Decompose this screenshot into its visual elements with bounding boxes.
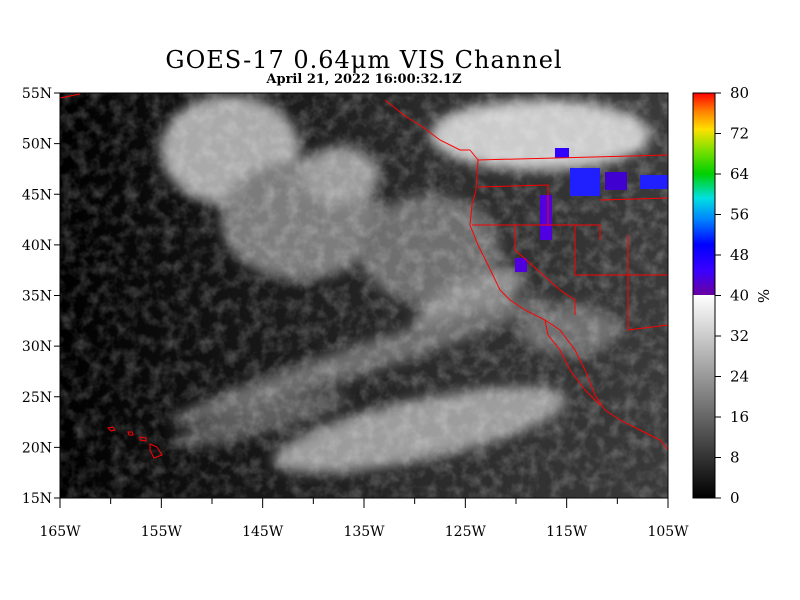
lon-tick-label: 135W xyxy=(343,524,385,540)
lat-tick-label: 35N xyxy=(22,289,52,305)
colorbar-tick-label: 8 xyxy=(730,449,740,467)
chart-title: GOES-17 0.64μm VIS Channel xyxy=(165,46,563,74)
lat-tick-label: 30N xyxy=(22,339,52,355)
colorbar-tick-label: 56 xyxy=(730,206,749,224)
colorbar-color-segment xyxy=(693,93,715,295)
colorbar-unit: % xyxy=(754,289,772,303)
chart-subtitle: April 21, 2022 16:00:32.1Z xyxy=(266,72,462,87)
lon-tick-label: 105W xyxy=(647,524,689,540)
lon-tick-label: 155W xyxy=(141,524,183,540)
lat-tick-label: 20N xyxy=(22,440,52,456)
colorbar-tick-label: 0 xyxy=(730,489,740,507)
lat-tick-label: 50N xyxy=(22,137,52,153)
latitude-axis: 55N 50N 45N 40N 35N 30N 25N 20N 15N xyxy=(22,86,60,507)
lat-tick-label: 25N xyxy=(22,390,52,406)
colorbar-tick-label: 24 xyxy=(730,368,749,386)
colorbar-tick-label: 48 xyxy=(730,246,749,264)
lon-tick-label: 125W xyxy=(445,524,487,540)
lat-tick-label: 55N xyxy=(22,86,52,102)
satellite-imagery xyxy=(60,93,668,498)
colorbar-tick-label: 80 xyxy=(730,84,749,102)
boundaries xyxy=(60,93,668,451)
snow-cover-overlay xyxy=(515,148,668,272)
lat-tick-label: 40N xyxy=(22,238,52,254)
hawaii-islands xyxy=(106,426,163,459)
colorbar-tick-label: 16 xyxy=(730,408,749,426)
lon-tick-label: 115W xyxy=(546,524,588,540)
colorbar-tick-label: 72 xyxy=(730,125,749,143)
longitude-axis: 165W 155W 145W 135W 125W 115W 105W xyxy=(39,498,689,540)
lon-tick-label: 145W xyxy=(242,524,284,540)
colorbar-gray-segment xyxy=(693,295,715,498)
colorbar-tick-label: 64 xyxy=(730,165,749,183)
lon-tick-label: 165W xyxy=(39,524,81,540)
colorbar-tick-label: 40 xyxy=(730,287,749,305)
lat-tick-label: 15N xyxy=(22,491,52,507)
lat-tick-label: 45N xyxy=(22,187,52,203)
colorbar-tick-label: 32 xyxy=(730,327,749,345)
